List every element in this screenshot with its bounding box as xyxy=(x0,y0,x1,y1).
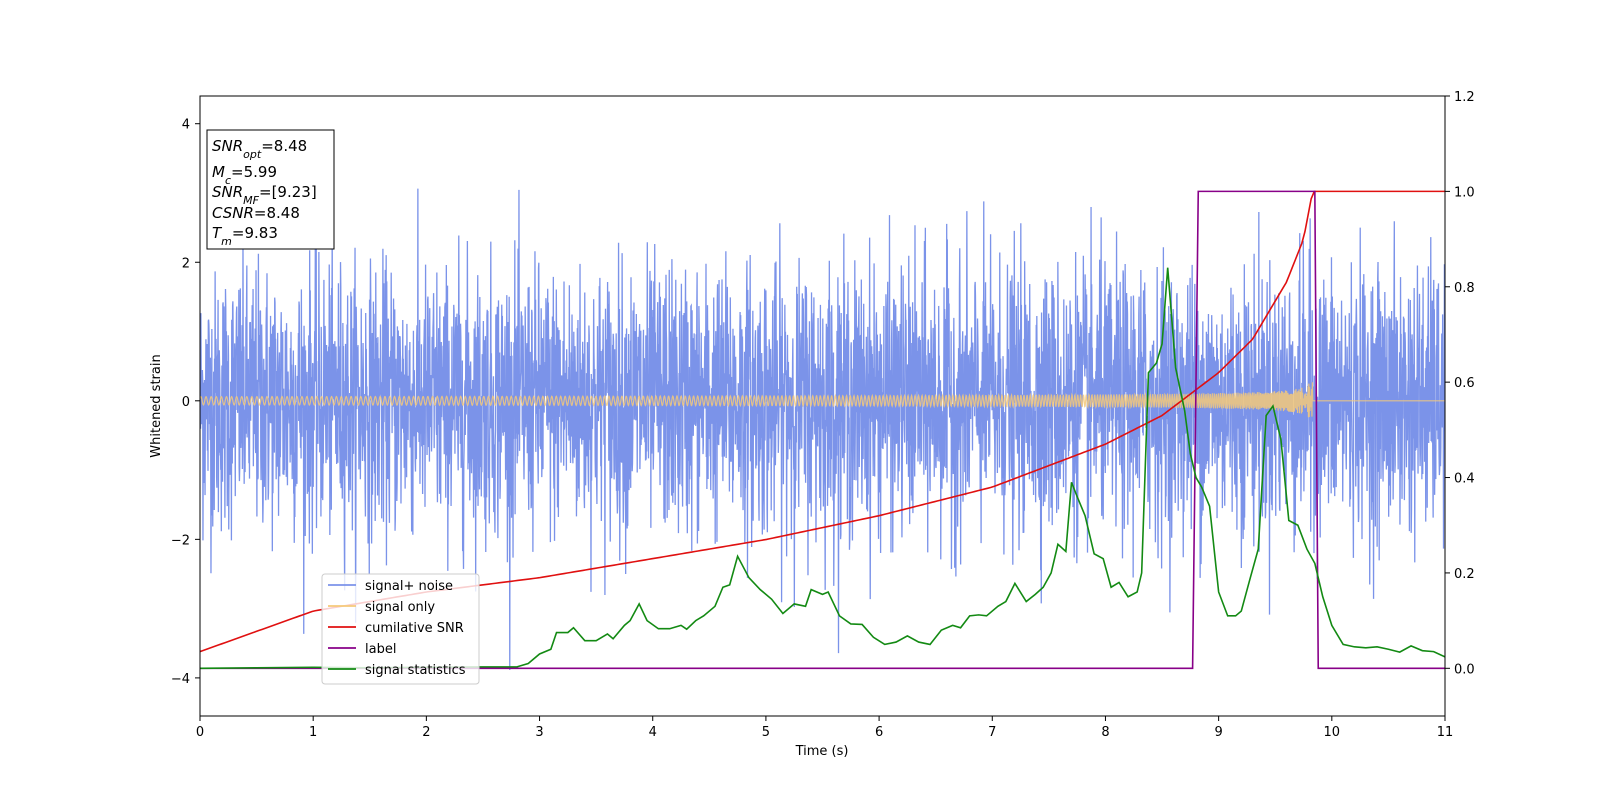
series-signal-statistics xyxy=(200,267,1445,670)
legend: signal+ noise signal only cumilative SNR la… xyxy=(321,573,480,685)
legend-entry: signal only xyxy=(365,600,435,615)
x-tick-label: 9 xyxy=(1214,725,1222,740)
x-axis-label: Time (s) xyxy=(795,744,849,759)
y-left-tick-label: 2 xyxy=(182,256,190,271)
y-left-tick-label: −2 xyxy=(171,533,190,548)
y-right-tick-label: 1.0 xyxy=(1454,185,1475,200)
info-row: Tm=9.83 xyxy=(212,224,278,248)
series-label xyxy=(200,190,1445,670)
y-right-tick-label: 0.8 xyxy=(1454,281,1475,296)
plot-frame xyxy=(199,95,1446,717)
x-tick-label: 2 xyxy=(422,725,430,740)
x-tick-label: 6 xyxy=(875,725,883,740)
series-signal-only xyxy=(200,382,1445,418)
x-tick-label: 4 xyxy=(649,725,657,740)
x-tick-label: 10 xyxy=(1324,725,1341,740)
x-tick-label: 11 xyxy=(1437,725,1454,740)
y-left-tick-label: −4 xyxy=(171,672,190,687)
y-right-tick-label: 0.6 xyxy=(1454,376,1475,391)
info-box-frame xyxy=(206,129,335,250)
legend-entry: label xyxy=(365,642,396,657)
x-tick-label: 5 xyxy=(762,725,770,740)
y-left-tick-label: 0 xyxy=(182,395,190,410)
y-right-tick-label: 0.4 xyxy=(1454,472,1475,487)
x-tick-label: 3 xyxy=(535,725,543,740)
info-row: CSNR=8.48 xyxy=(212,204,300,222)
legend-entry: signal statistics xyxy=(365,663,466,678)
legend-frame xyxy=(321,573,480,685)
x-tick-label: 1 xyxy=(309,725,317,740)
y-right-tick-label: 0.2 xyxy=(1454,567,1475,582)
legend-entry: signal+ noise xyxy=(365,579,453,594)
y-left-tick-label: 4 xyxy=(182,118,190,133)
x-tick-label: 0 xyxy=(196,725,204,740)
y-axis-label: Whitened strain xyxy=(149,354,164,457)
x-tick-label: 7 xyxy=(988,725,996,740)
y-right-tick-label: 1.2 xyxy=(1454,90,1475,105)
y-right-tick-label: 0.0 xyxy=(1454,662,1475,677)
legend-entry: cumilative SNR xyxy=(365,621,464,636)
info-row: SNRMF=[9.23] xyxy=(212,183,317,207)
info-row: Mc=5.99 xyxy=(212,163,277,187)
info-row: SNRopt=8.48 xyxy=(212,137,307,161)
axes: 0 1 2 3 4 5 6 7 8 9 10 11 −4 −2 0 2 4 0.0 0.2 0.4 0.6 0.8 1.0 1… xyxy=(171,90,1475,740)
x-tick-label: 8 xyxy=(1101,725,1109,740)
